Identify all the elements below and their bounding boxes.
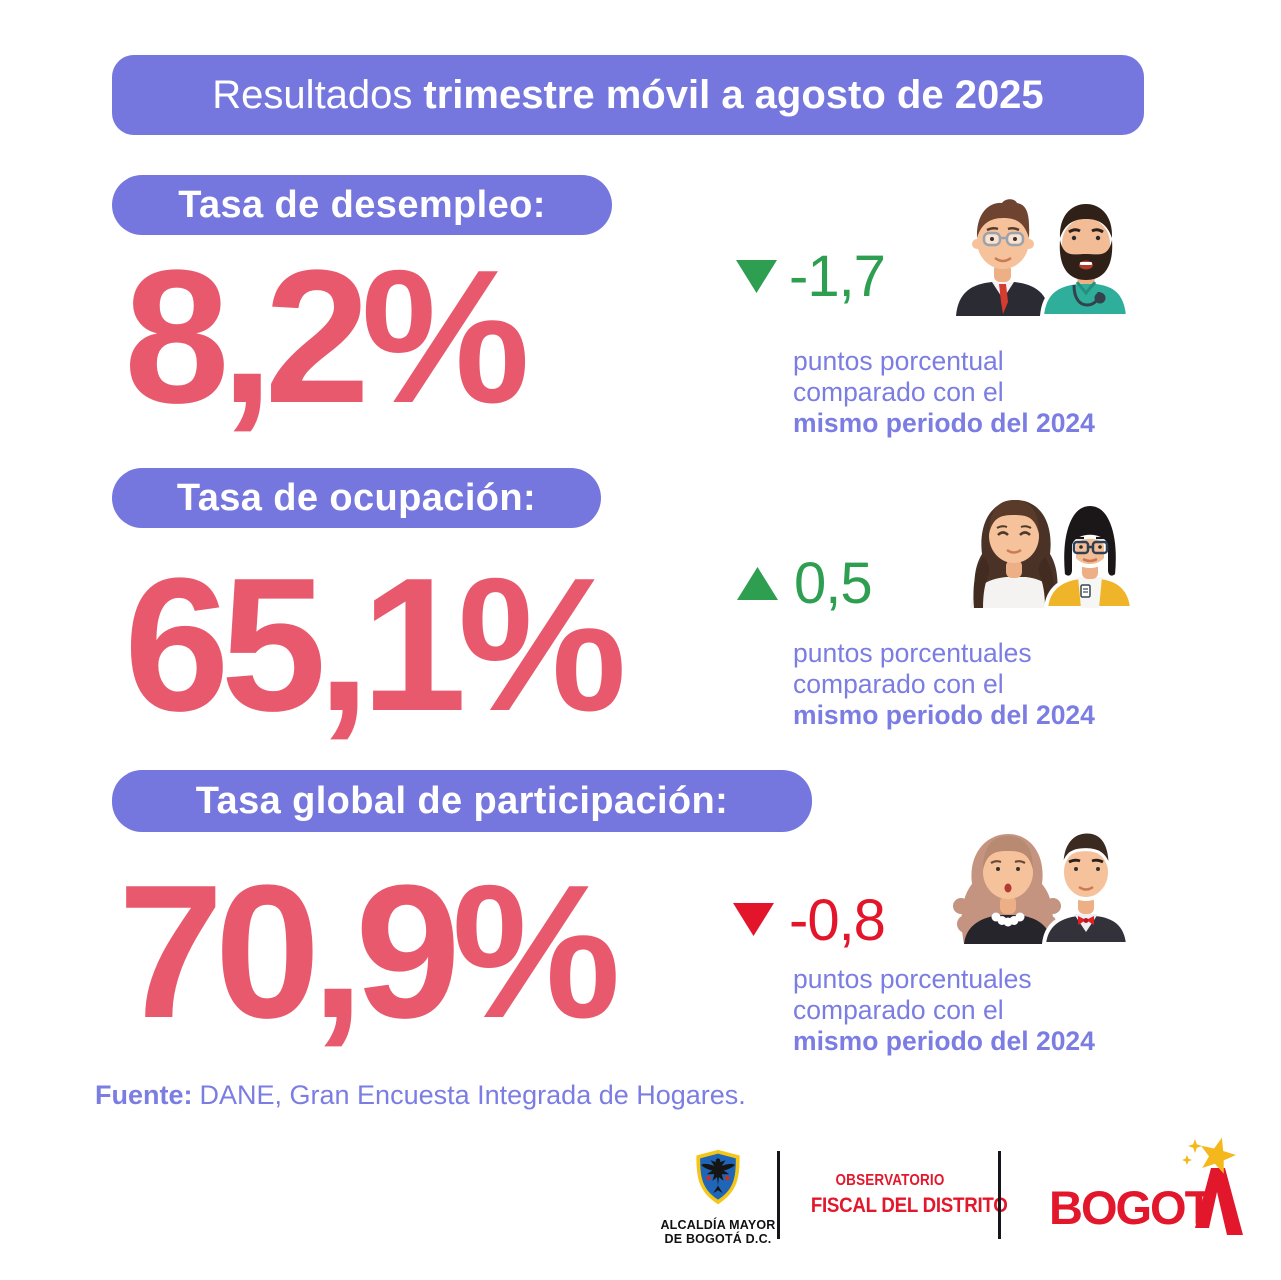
- value-tasa-desempleo: 8,2%: [124, 231, 530, 443]
- desc-line: comparado con el: [793, 377, 1004, 407]
- desc-line-bold: mismo periodo del 2024: [793, 408, 1095, 438]
- triangle-up-icon: [737, 567, 778, 600]
- bogota-small-star-icon: [1182, 1155, 1192, 1165]
- badge-tasa-ocupacion: Tasa de ocupación:: [112, 468, 601, 528]
- change-description-ocupacion: puntos porcentuales comparado con el mis…: [793, 638, 1095, 731]
- value-tasa-global-participacion: 70,9%: [118, 846, 621, 1058]
- observatorio-line1: OBSERVATORIO: [835, 1172, 945, 1189]
- bogota-small-star-icon: [1188, 1139, 1202, 1153]
- desc-line-bold: mismo periodo del 2024: [793, 1026, 1095, 1056]
- businessman-and-doctor-illustration: [956, 199, 1128, 316]
- observatorio-line2: FISCAL DEL DISTRITO: [810, 1193, 1008, 1217]
- desc-line: puntos porcentual: [793, 346, 1004, 376]
- banner-title-light: Resultados: [212, 72, 413, 117]
- source-text: DANE, Gran Encuesta Integrada de Hogares…: [199, 1080, 746, 1110]
- bogota-logo: BOGOT: [1049, 1137, 1243, 1235]
- logo-divider: [998, 1151, 1001, 1239]
- change-value-desempleo: -1,7: [789, 244, 886, 309]
- source-label: Fuente:: [95, 1080, 193, 1110]
- banner-title-bold: trimestre móvil a agosto de 2025: [423, 72, 1044, 117]
- desc-line: comparado con el: [793, 995, 1004, 1025]
- triangle-down-icon: [733, 903, 774, 936]
- change-description-desempleo: puntos porcentual comparado con el mismo…: [793, 346, 1095, 439]
- alcaldia-caption-line2: DE BOGOTÁ D.C.: [664, 1232, 772, 1246]
- bogota-big-star-icon: [1201, 1137, 1236, 1174]
- alcaldia-caption-line1: ALCALDÍA MAYOR: [660, 1218, 776, 1232]
- source-line: Fuente: DANE, Gran Encuesta Integrada de …: [95, 1080, 746, 1111]
- logo-divider: [777, 1151, 780, 1239]
- badge-tasa-global-participacion: Tasa global de participación:: [112, 770, 812, 832]
- bogota-wordmark-text: BOGOT: [1049, 1181, 1214, 1234]
- change-value-ocupacion: 0,5: [794, 551, 873, 616]
- header-banner: Resultados trimestre móvil a agosto de 2…: [112, 55, 1144, 135]
- alcaldia-logo-block: ALCALDÍA MAYOR DE BOGOTÁ D.C.: [658, 1148, 778, 1246]
- desc-line: puntos porcentuales: [793, 964, 1032, 994]
- two-women-workers-illustration: [970, 500, 1132, 608]
- desc-line: puntos porcentuales: [793, 638, 1032, 668]
- change-description-participacion: puntos porcentuales comparado con el mis…: [793, 964, 1095, 1057]
- desc-line: comparado con el: [793, 669, 1004, 699]
- alcaldia-crest-icon: [696, 1149, 740, 1205]
- badge-tasa-desempleo: Tasa de desempleo:: [112, 175, 612, 235]
- waitress-and-waiter-illustration: [953, 830, 1130, 944]
- observatorio-logo-block: OBSERVATORIO FISCAL DEL DISTRITO: [810, 1172, 1008, 1218]
- value-tasa-ocupacion: 65,1%: [124, 539, 627, 751]
- bogota-a-glyph: [1195, 1168, 1243, 1235]
- desc-line-bold: mismo periodo del 2024: [793, 700, 1095, 730]
- triangle-down-icon: [736, 260, 777, 293]
- change-value-participacion: -0,8: [789, 888, 886, 953]
